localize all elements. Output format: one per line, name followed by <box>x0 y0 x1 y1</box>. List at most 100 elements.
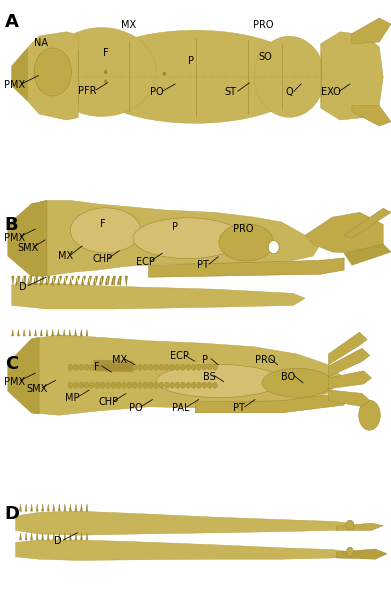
Polygon shape <box>52 329 54 336</box>
Ellipse shape <box>133 218 242 259</box>
Polygon shape <box>34 278 36 285</box>
Polygon shape <box>58 504 60 511</box>
Ellipse shape <box>95 382 100 388</box>
Polygon shape <box>25 504 27 511</box>
Text: MX: MX <box>122 20 136 30</box>
Polygon shape <box>99 278 102 285</box>
Text: F: F <box>103 48 108 58</box>
Polygon shape <box>70 278 72 285</box>
Polygon shape <box>58 533 60 540</box>
Ellipse shape <box>186 382 190 388</box>
Ellipse shape <box>74 364 78 370</box>
Polygon shape <box>81 533 83 540</box>
Ellipse shape <box>82 30 309 123</box>
Polygon shape <box>42 504 44 511</box>
Polygon shape <box>47 533 49 540</box>
Text: PRO: PRO <box>233 224 253 234</box>
Text: P: P <box>202 355 208 365</box>
Text: PO: PO <box>150 88 163 97</box>
Polygon shape <box>31 335 344 415</box>
Polygon shape <box>45 278 48 285</box>
Ellipse shape <box>132 364 137 370</box>
Polygon shape <box>352 106 391 126</box>
Ellipse shape <box>197 364 201 370</box>
Text: SO: SO <box>258 52 272 62</box>
Text: MX: MX <box>112 355 127 365</box>
Polygon shape <box>12 276 14 285</box>
Polygon shape <box>94 360 133 372</box>
Text: PO: PO <box>129 403 143 413</box>
Ellipse shape <box>154 364 158 370</box>
Ellipse shape <box>165 382 169 388</box>
Polygon shape <box>86 533 88 540</box>
Polygon shape <box>149 258 344 277</box>
Polygon shape <box>336 549 387 559</box>
Polygon shape <box>36 276 38 286</box>
Polygon shape <box>46 329 48 336</box>
Text: SMX: SMX <box>18 244 39 253</box>
Ellipse shape <box>268 241 279 254</box>
Polygon shape <box>52 278 54 285</box>
Polygon shape <box>48 276 50 284</box>
Ellipse shape <box>116 382 121 388</box>
Text: A: A <box>5 13 18 31</box>
Polygon shape <box>54 276 56 283</box>
Polygon shape <box>196 393 344 413</box>
Ellipse shape <box>202 364 207 370</box>
Ellipse shape <box>213 364 217 370</box>
Polygon shape <box>101 276 104 284</box>
Polygon shape <box>86 504 88 511</box>
Polygon shape <box>86 329 88 336</box>
Text: EXO: EXO <box>321 88 340 97</box>
Polygon shape <box>321 32 383 120</box>
Polygon shape <box>20 533 22 540</box>
Text: PT: PT <box>197 260 209 270</box>
Polygon shape <box>80 329 82 336</box>
Polygon shape <box>8 337 39 414</box>
Ellipse shape <box>104 70 107 74</box>
Polygon shape <box>328 348 370 377</box>
Polygon shape <box>47 504 49 511</box>
Polygon shape <box>70 533 72 540</box>
Ellipse shape <box>70 208 141 253</box>
Ellipse shape <box>359 400 380 430</box>
Ellipse shape <box>138 364 142 370</box>
Polygon shape <box>64 504 66 511</box>
Ellipse shape <box>111 364 116 370</box>
Polygon shape <box>328 332 367 365</box>
Polygon shape <box>75 278 78 285</box>
Text: D: D <box>19 282 27 292</box>
Polygon shape <box>36 533 38 540</box>
Ellipse shape <box>143 364 148 370</box>
Polygon shape <box>53 533 55 540</box>
Polygon shape <box>77 276 80 280</box>
Polygon shape <box>40 329 42 336</box>
Ellipse shape <box>34 48 72 96</box>
Ellipse shape <box>346 547 353 557</box>
Ellipse shape <box>181 382 185 388</box>
Text: B: B <box>5 216 18 234</box>
Ellipse shape <box>191 364 196 370</box>
Text: D: D <box>54 536 62 546</box>
Ellipse shape <box>191 382 196 388</box>
Text: ST: ST <box>225 88 237 97</box>
Ellipse shape <box>111 382 116 388</box>
Ellipse shape <box>84 382 89 388</box>
Polygon shape <box>69 329 71 336</box>
Polygon shape <box>23 329 25 336</box>
Polygon shape <box>65 276 68 281</box>
Text: CHP: CHP <box>92 254 113 264</box>
Polygon shape <box>20 504 22 511</box>
Polygon shape <box>119 276 122 286</box>
Polygon shape <box>16 540 352 560</box>
Text: PRO: PRO <box>255 355 275 365</box>
Text: P: P <box>172 222 178 232</box>
Ellipse shape <box>122 382 126 388</box>
Polygon shape <box>30 276 32 286</box>
Ellipse shape <box>132 382 137 388</box>
Ellipse shape <box>116 364 121 370</box>
Polygon shape <box>57 278 60 285</box>
Ellipse shape <box>68 382 73 388</box>
Ellipse shape <box>90 364 94 370</box>
Polygon shape <box>64 533 66 540</box>
